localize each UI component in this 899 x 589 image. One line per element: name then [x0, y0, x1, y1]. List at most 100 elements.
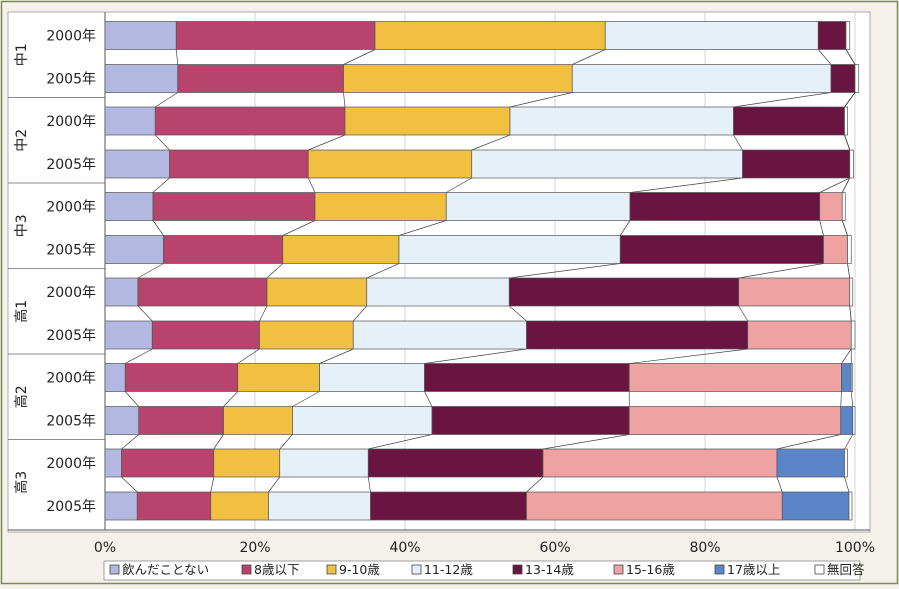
bar-segment [854, 64, 860, 93]
bar-segment [268, 491, 371, 521]
year-label: 2005年 [46, 414, 96, 430]
bar-segment [213, 448, 281, 478]
group-label: 中1 [14, 43, 30, 66]
bar-segment [848, 491, 853, 521]
bar-segment [738, 277, 851, 307]
bar-segment [279, 448, 369, 478]
connector-line [841, 220, 848, 236]
bar-segment [152, 192, 316, 221]
bar-segment [840, 406, 854, 435]
connector-line [629, 348, 748, 364]
bar-segment [367, 448, 544, 478]
bar-segment [259, 320, 354, 350]
connector-line [155, 92, 178, 108]
connector-line [841, 348, 852, 364]
connector-line [292, 391, 320, 407]
bar-segment [508, 277, 740, 307]
bar-segment [823, 235, 848, 264]
legend-swatch [411, 564, 422, 575]
bar-segment [629, 192, 821, 221]
bar-segment [849, 149, 854, 179]
legend-label: 17歳以上 [727, 562, 780, 577]
connector-line [471, 134, 511, 151]
legend-swatch [714, 564, 725, 575]
bar-segment [526, 491, 783, 521]
bar-segment [445, 192, 631, 221]
connector-line [424, 391, 433, 407]
connector-line [352, 305, 368, 322]
bar-segment [819, 192, 843, 221]
bar-segment [104, 106, 156, 136]
bar-segment [431, 406, 630, 435]
bar-segment [817, 21, 847, 50]
bar-segment [223, 406, 293, 435]
bar-segment [104, 149, 170, 179]
connector-line [733, 92, 832, 108]
bar-segment [292, 406, 433, 435]
connector-line [819, 220, 824, 236]
connector-line [175, 49, 179, 65]
connector-line [446, 177, 472, 193]
connector-line [266, 263, 283, 279]
connector-line [367, 476, 371, 493]
bar-segment [844, 106, 848, 136]
bar-segment [138, 406, 224, 435]
bar-segment [841, 192, 846, 221]
bar-segment [266, 277, 368, 307]
connector-line [738, 305, 749, 322]
x-tick-label: 40% [389, 540, 420, 556]
bar-segment [319, 363, 425, 392]
bar-segment [163, 235, 284, 264]
legend-label: 飲んだことない [122, 562, 209, 577]
bar-segment [124, 363, 239, 392]
bar-segment [104, 64, 179, 93]
connector-line [840, 391, 842, 407]
connector-line [844, 134, 851, 151]
group-label: 中3 [14, 214, 30, 237]
bar-segment [850, 320, 856, 350]
connector-line [268, 476, 281, 493]
bar-segment [104, 21, 177, 50]
connector-line [509, 92, 573, 108]
legend-swatch [512, 564, 523, 575]
legend-swatch [814, 564, 825, 575]
connector-line [259, 305, 268, 322]
connector-line [343, 49, 376, 65]
connector-line [279, 434, 293, 450]
bar-segment [137, 277, 268, 307]
x-tick-label: 60% [539, 540, 570, 556]
bar-segment [352, 320, 527, 350]
connector-line [308, 134, 346, 151]
connector-line [137, 305, 153, 322]
x-tick-label: 100% [835, 540, 875, 556]
connector-line [526, 476, 544, 493]
bar-segment [169, 149, 309, 179]
bar-segment [344, 106, 511, 136]
connector-line [619, 220, 631, 236]
connector-line [307, 177, 316, 193]
connector-line [154, 134, 170, 151]
connector-line [629, 177, 743, 193]
connector-line [542, 434, 630, 450]
year-label: 2000年 [46, 114, 96, 130]
bar-segment [849, 277, 854, 307]
bar-segment [175, 21, 376, 50]
connector-line [819, 177, 850, 193]
bar-segment [104, 406, 140, 435]
connector-line [776, 476, 783, 493]
x-tick-label: 80% [689, 540, 720, 556]
bar-segment [526, 320, 749, 350]
bar-segment [282, 235, 400, 264]
legend-label: 15-16歳 [626, 562, 675, 577]
year-label: 2005年 [46, 499, 96, 515]
bar-segment [847, 235, 852, 264]
bar-segment [210, 491, 269, 521]
connector-line [152, 220, 164, 236]
bar-segment [841, 363, 852, 392]
bar-segment [177, 64, 344, 93]
bar-segment [151, 320, 260, 350]
bar-segment [104, 192, 154, 221]
connector-line [776, 434, 841, 450]
